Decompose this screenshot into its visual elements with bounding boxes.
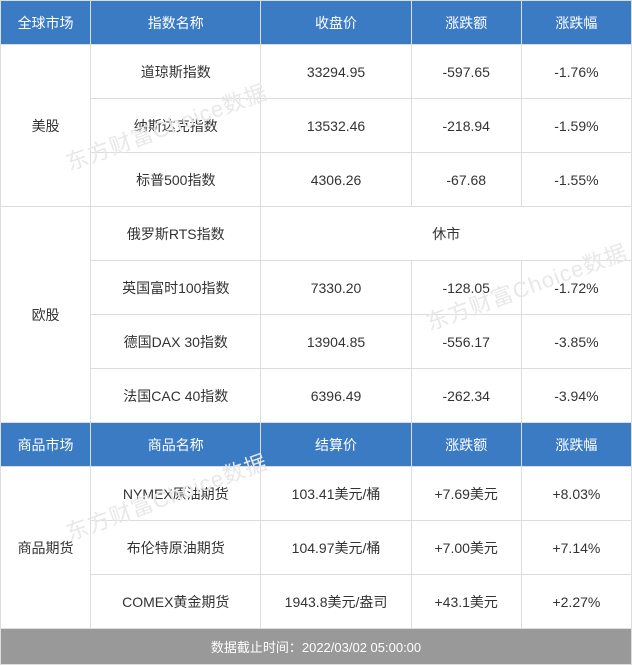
cell-change: -597.65 [411,45,521,99]
cell-change: -218.94 [411,99,521,153]
cell-price: 13532.46 [261,99,411,153]
cell-change: -67.68 [411,153,521,207]
cell-change: +7.69美元 [411,467,521,521]
cell-name: 布伦特原油期货 [91,521,261,575]
market-label-us: 美股 [1,45,91,207]
cell-pct: -3.85% [521,315,631,369]
table-row: COMEX黄金期货 1943.8美元/盎司 +43.1美元 +2.27% [1,575,632,629]
cell-price: 104.97美元/桶 [261,521,411,575]
footer-text: 数据截止时间：2022/03/02 05:00:00 [1,629,632,665]
table-row: 布伦特原油期货 104.97美元/桶 +7.00美元 +7.14% [1,521,632,575]
cell-name: 俄罗斯RTS指数 [91,207,261,261]
cell-name: 纳斯达克指数 [91,99,261,153]
cell-price: 7330.20 [261,261,411,315]
cell-price: 33294.95 [261,45,411,99]
header-change: 涨跌额 [411,423,521,467]
header-pct: 涨跌幅 [521,423,631,467]
cell-name: 法国CAC 40指数 [91,369,261,423]
cell-pct: -3.94% [521,369,631,423]
cell-name: COMEX黄金期货 [91,575,261,629]
cell-pct: +2.27% [521,575,631,629]
footer-row: 数据截止时间：2022/03/02 05:00:00 [1,629,632,665]
cell-price: 13904.85 [261,315,411,369]
cell-pct: +7.14% [521,521,631,575]
cell-change: -262.34 [411,369,521,423]
cell-price: 103.41美元/桶 [261,467,411,521]
header-row-global: 全球市场 指数名称 收盘价 涨跌额 涨跌幅 [1,1,632,45]
market-table: 全球市场 指数名称 收盘价 涨跌额 涨跌幅 美股 道琼斯指数 33294.95 … [0,0,632,665]
cell-name: 标普500指数 [91,153,261,207]
market-label-commodity: 商品期货 [1,467,91,629]
market-table-container: 东方财富Choice数据 东方财富Choice数据 东方财富Choice数据 全… [0,0,632,665]
header-pct: 涨跌幅 [521,1,631,45]
header-name: 指数名称 [91,1,261,45]
table-row: 欧股 俄罗斯RTS指数 休市 [1,207,632,261]
cell-name: NYMEX原油期货 [91,467,261,521]
cell-pct: +8.03% [521,467,631,521]
header-market: 商品市场 [1,423,91,467]
table-row: 商品期货 NYMEX原油期货 103.41美元/桶 +7.69美元 +8.03% [1,467,632,521]
table-row: 德国DAX 30指数 13904.85 -556.17 -3.85% [1,315,632,369]
cell-change: +43.1美元 [411,575,521,629]
table-row: 标普500指数 4306.26 -67.68 -1.55% [1,153,632,207]
cell-pct: -1.59% [521,99,631,153]
table-row: 英国富时100指数 7330.20 -128.05 -1.72% [1,261,632,315]
cell-name: 道琼斯指数 [91,45,261,99]
header-price: 收盘价 [261,1,411,45]
cell-price: 1943.8美元/盎司 [261,575,411,629]
cell-pct: -1.55% [521,153,631,207]
table-row: 法国CAC 40指数 6396.49 -262.34 -3.94% [1,369,632,423]
cell-name: 德国DAX 30指数 [91,315,261,369]
cell-closed: 休市 [261,207,632,261]
cell-pct: -1.72% [521,261,631,315]
cell-price: 4306.26 [261,153,411,207]
cell-name: 英国富时100指数 [91,261,261,315]
cell-price: 6396.49 [261,369,411,423]
cell-change: -556.17 [411,315,521,369]
table-row: 美股 道琼斯指数 33294.95 -597.65 -1.76% [1,45,632,99]
cell-change: +7.00美元 [411,521,521,575]
header-price: 结算价 [261,423,411,467]
market-label-eu: 欧股 [1,207,91,423]
table-row: 纳斯达克指数 13532.46 -218.94 -1.59% [1,99,632,153]
header-market: 全球市场 [1,1,91,45]
header-change: 涨跌额 [411,1,521,45]
header-row-commodity: 商品市场 商品名称 结算价 涨跌额 涨跌幅 [1,423,632,467]
cell-pct: -1.76% [521,45,631,99]
cell-change: -128.05 [411,261,521,315]
header-name: 商品名称 [91,423,261,467]
